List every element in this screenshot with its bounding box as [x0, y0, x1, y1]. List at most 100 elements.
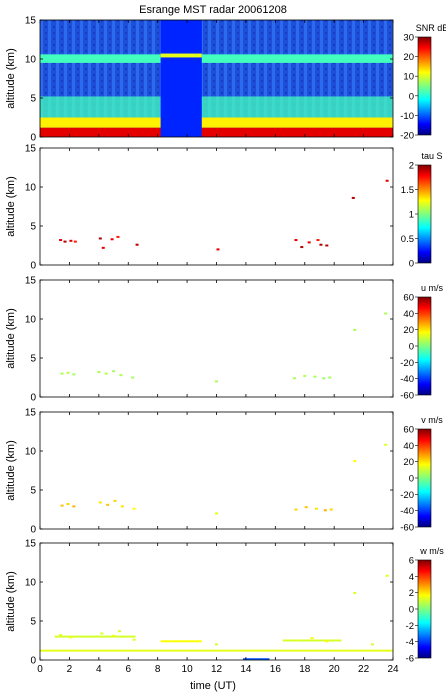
- x-tick-label: 22: [358, 664, 370, 675]
- data-point: [113, 499, 117, 502]
- colorbar-tick-label: 0: [409, 605, 414, 616]
- data-point: [353, 460, 357, 463]
- data-point: [59, 634, 63, 637]
- heatmap-cell-sloping-layer: [40, 96, 393, 118]
- panel-v: 0 5 10 15 altitude (km) v m/s -60 -40 -20 0 20 40 60: [5, 408, 443, 536]
- data-point: [323, 509, 327, 512]
- heatmap-cell-gap: [160, 20, 202, 137]
- data-point: [304, 506, 308, 509]
- colorbar-tick-label: 0: [409, 259, 414, 270]
- data-point: [116, 235, 120, 238]
- data-point: [72, 505, 76, 508]
- data-point: [216, 248, 220, 251]
- data-point: [319, 243, 323, 246]
- y-axis-label: altitude (km): [5, 176, 17, 237]
- data-point: [294, 239, 298, 242]
- data-point: [132, 638, 136, 641]
- colorbar-tick-label: -10: [400, 111, 414, 122]
- data-point: [106, 503, 110, 506]
- data-point: [72, 373, 76, 376]
- data-point: [98, 501, 102, 504]
- data-point: [60, 372, 64, 375]
- y-tick-label: 10: [25, 447, 37, 458]
- data-point: [101, 246, 105, 249]
- data-point: [100, 632, 104, 635]
- data-point: [307, 241, 311, 244]
- data-point: [325, 640, 329, 643]
- data-point: [66, 503, 70, 506]
- data-point: [370, 643, 374, 646]
- data-point: [353, 328, 357, 331]
- data-point: [97, 371, 101, 374]
- data-point: [316, 239, 320, 242]
- y-tick-label: 0: [30, 525, 36, 536]
- colorbar: [417, 559, 432, 659]
- x-tick-label: 0: [37, 664, 43, 675]
- x-tick-label: 8: [155, 664, 161, 675]
- x-tick-label: 18: [299, 664, 311, 675]
- x-axis-label: time (UT): [190, 680, 236, 692]
- y-tick-label: 15: [25, 16, 37, 27]
- colorbar-tick-label: 0: [409, 91, 414, 102]
- y-tick-label: 0: [30, 261, 36, 272]
- colorbar-tick-label: 60: [403, 293, 414, 304]
- data-point: [294, 508, 298, 511]
- x-tick-label: 12: [211, 664, 223, 675]
- colorbar-tick-label: 20: [403, 457, 414, 468]
- data-segment: [40, 649, 393, 652]
- colorbar-label: w m/s: [419, 546, 444, 556]
- colorbar-tick-label: 1.5: [401, 185, 414, 196]
- data-segment: [160, 640, 202, 643]
- data-point: [110, 238, 114, 241]
- data-point: [73, 240, 77, 243]
- y-tick-label: 5: [30, 486, 36, 497]
- data-point: [117, 630, 121, 633]
- data-point: [295, 639, 299, 642]
- colorbar-tick-label: 4: [409, 572, 414, 583]
- data-point: [353, 591, 357, 594]
- data-point: [69, 239, 73, 242]
- colorbar: [417, 296, 432, 396]
- data-point: [303, 374, 307, 377]
- colorbar-label: SNR dB: [416, 23, 446, 33]
- data-point: [351, 196, 355, 199]
- data-point: [120, 505, 124, 508]
- y-tick-label: 10: [25, 315, 37, 326]
- colorbar-tick-label: -60: [400, 523, 414, 534]
- data-point: [384, 312, 388, 315]
- data-point: [119, 374, 123, 377]
- data-point: [329, 508, 333, 511]
- data-point: [313, 375, 317, 378]
- x-tick-label: 20: [329, 664, 341, 675]
- colorbar-tick-label: 30: [403, 33, 414, 44]
- heatmap-cell-gap-line: [160, 53, 202, 58]
- data-point: [112, 634, 116, 637]
- colorbar-tick-label: 2: [409, 161, 414, 172]
- data-point: [98, 237, 102, 240]
- data-point: [66, 371, 70, 374]
- colorbar-tick-label: 20: [403, 52, 414, 63]
- colorbar-tick-label: -60: [400, 391, 414, 402]
- data-point: [132, 507, 136, 510]
- y-axis-label: altitude (km): [5, 48, 17, 109]
- colorbar-tick-label: -40: [400, 374, 414, 385]
- data-point: [328, 376, 332, 379]
- data-point: [215, 380, 218, 383]
- x-tick-label: 14: [240, 664, 252, 675]
- data-point: [322, 377, 326, 380]
- data-point: [63, 240, 67, 243]
- y-tick-label: 15: [25, 144, 37, 155]
- panel-SNR: 0 5 10 15 altitude (km) SNR dB -20 -10 0 10 20 30: [5, 16, 446, 144]
- data-point: [112, 370, 116, 373]
- heatmap-cell-low-echo: [40, 117, 393, 128]
- colorbar-tick-label: -40: [400, 506, 414, 517]
- colorbar-label: u m/s: [421, 283, 444, 293]
- colorbar-tick-label: 10: [403, 72, 414, 83]
- colorbar-tick-label: 0.5: [401, 234, 414, 245]
- colorbar-tick-label: 40: [403, 309, 414, 320]
- panel-tau: 0 5 10 15 altitude (km) tau S 0 0.5 1 1.5 2: [5, 144, 443, 272]
- y-tick-label: 15: [25, 276, 37, 287]
- heatmap-cell-boundary-layer: [40, 127, 393, 137]
- y-tick-label: 10: [25, 55, 37, 66]
